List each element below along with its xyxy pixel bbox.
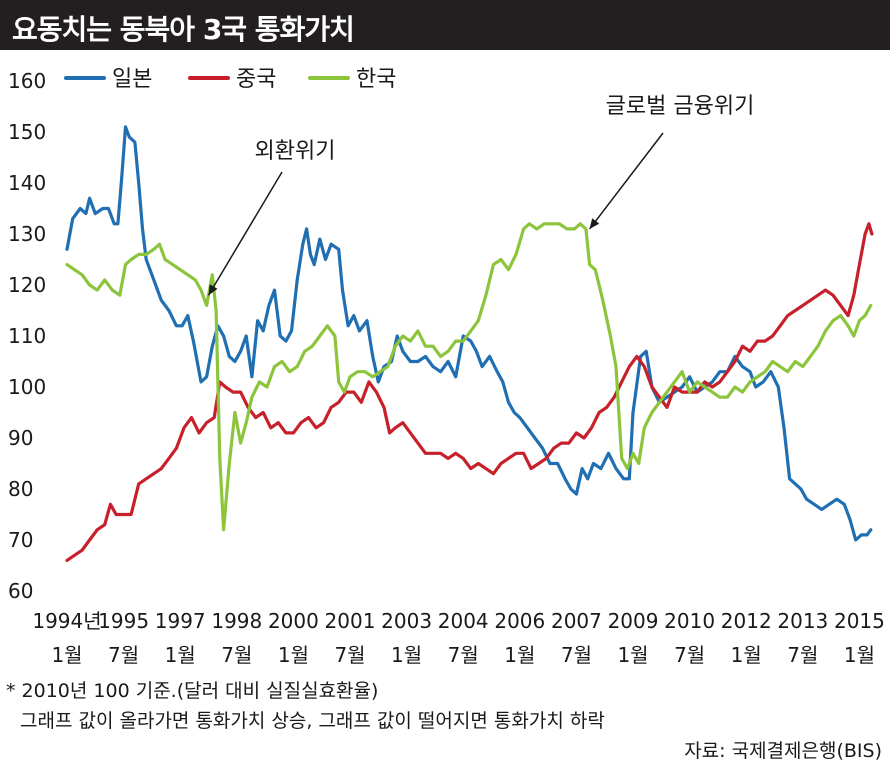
series-line-한국 xyxy=(65,222,873,532)
y-tick-label: 60 xyxy=(8,579,33,603)
y-tick-label: 110 xyxy=(8,324,46,348)
y-tick-label: 120 xyxy=(8,273,46,297)
x-tick-year: 2009 xyxy=(608,609,659,633)
x-tick-year: 2015 xyxy=(834,609,885,633)
x-tick-year: 1994년 xyxy=(32,609,101,633)
x-tick-year: 2013 xyxy=(777,609,828,633)
title-bar: 요동치는 동북아 3국 통화가치 xyxy=(0,0,890,50)
legend-label: 중국 xyxy=(236,67,276,92)
line-chart: 160 150 140 130 120 110 100 90 80 70 60 1994년 1월 1995… xyxy=(8,67,885,667)
y-tick-label: 100 xyxy=(8,375,46,399)
x-tick-year: 1997 xyxy=(155,609,206,633)
x-tick-month: 1월 xyxy=(51,643,82,667)
x-tick-year: 2003 xyxy=(381,609,432,633)
footnote-basis: * 2010년 100 기준.(달러 대비 실질실효환율) xyxy=(6,680,379,702)
x-tick-month: 1월 xyxy=(844,643,875,667)
x-tick-month: 7월 xyxy=(787,643,818,667)
annotation-label: 외환위기 xyxy=(255,139,336,164)
x-tick-month: 7월 xyxy=(674,643,705,667)
x-tick-year: 1995 xyxy=(98,609,149,633)
x-tick-year: 2006 xyxy=(494,609,545,633)
legend-label: 일본 xyxy=(112,67,152,92)
x-tick-month: 1월 xyxy=(165,643,196,667)
y-tick-label: 70 xyxy=(8,528,33,552)
x-tick-month: 7월 xyxy=(334,643,365,667)
annotation-arrow xyxy=(207,171,283,296)
annotation-label: 글로벌 금융위기 xyxy=(606,94,755,119)
chart-title: 요동치는 동북아 3국 통화가치 xyxy=(12,13,355,46)
x-tick-month: 7월 xyxy=(561,643,592,667)
x-tick-year: 2000 xyxy=(268,609,319,633)
x-tick-month: 1월 xyxy=(731,643,762,667)
annotation-arrow xyxy=(589,132,664,230)
footnote-explanation: 그래프 값이 올라가면 통화가치 상승, 그래프 값이 떨어지면 통화가치 하락 xyxy=(20,710,605,732)
y-tick-label: 160 xyxy=(8,69,46,93)
x-tick-month: 1월 xyxy=(278,643,309,667)
x-tick-year: 2012 xyxy=(721,609,772,633)
annotation-arrowhead xyxy=(208,284,218,296)
x-tick-month: 7월 xyxy=(108,643,139,667)
legend-label: 한국 xyxy=(356,67,396,92)
annotation-arrowhead xyxy=(589,218,600,229)
series-line-중국 xyxy=(65,222,874,562)
y-tick-label: 140 xyxy=(8,171,46,195)
y-tick-label: 90 xyxy=(8,426,33,450)
x-tick-year: 2001 xyxy=(325,609,376,633)
y-tick-label: 80 xyxy=(8,477,33,501)
x-tick-month: 1월 xyxy=(504,643,535,667)
y-tick-label: 150 xyxy=(8,120,46,144)
x-tick-month: 1월 xyxy=(617,643,648,667)
y-tick-label: 130 xyxy=(8,222,46,246)
x-tick-year: 1998 xyxy=(211,609,262,633)
x-tick-month: 7월 xyxy=(221,643,252,667)
x-tick-year: 2004 xyxy=(438,609,489,633)
source-credit: 자료: 국제결제은행(BIS) xyxy=(684,740,882,762)
x-tick-month: 7월 xyxy=(448,643,479,667)
x-tick-month: 1월 xyxy=(391,643,422,667)
x-tick-year: 2010 xyxy=(664,609,715,633)
x-tick-year: 2007 xyxy=(551,609,602,633)
